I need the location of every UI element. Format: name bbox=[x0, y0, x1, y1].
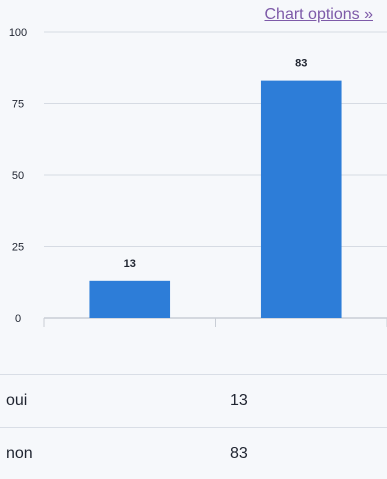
table-row: oui 13 bbox=[0, 374, 387, 427]
data-label: 83 bbox=[295, 58, 307, 70]
table-cell-value: 13 bbox=[230, 392, 248, 409]
table-cell-category: oui bbox=[6, 392, 28, 409]
y-tick-label: 75 bbox=[12, 99, 24, 111]
table-cell-value: 83 bbox=[230, 445, 248, 462]
table-cell-category: non bbox=[6, 445, 33, 462]
y-tick-label: 100 bbox=[9, 27, 27, 39]
table-row: non 83 bbox=[0, 427, 387, 479]
bar-chart: 0 25 50 75 100 13 83 bbox=[9, 27, 387, 327]
chart-options-link[interactable]: Chart options » bbox=[264, 6, 373, 23]
data-label: 13 bbox=[124, 258, 136, 270]
data-table: oui 13 non 83 bbox=[0, 374, 387, 479]
y-tick-label: 50 bbox=[12, 170, 24, 182]
bar-oui bbox=[89, 280, 171, 318]
bar-non bbox=[260, 80, 342, 319]
y-tick-label: 0 bbox=[15, 313, 21, 325]
y-tick-label: 25 bbox=[12, 242, 24, 254]
